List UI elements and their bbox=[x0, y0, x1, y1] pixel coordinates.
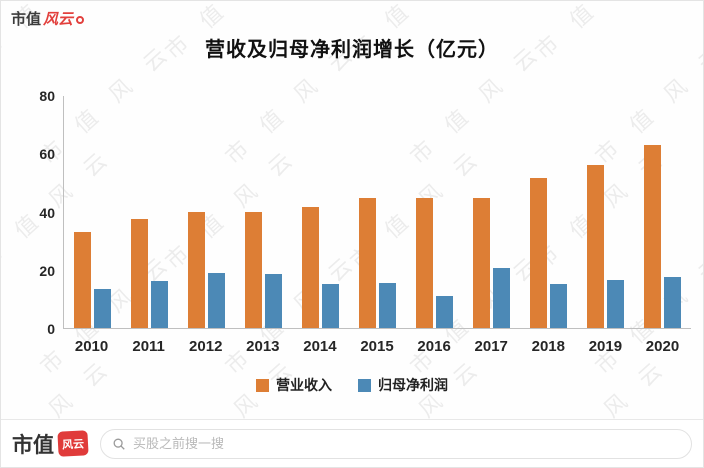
footer-logo-stamp-icon: 风云 bbox=[57, 430, 89, 457]
legend-swatch bbox=[256, 378, 269, 392]
bar-revenue-2019 bbox=[587, 164, 604, 328]
x-axis-label: 2017 bbox=[474, 338, 508, 355]
bar-revenue-2010 bbox=[74, 231, 91, 328]
bar-revenue-2017 bbox=[473, 198, 490, 328]
x-axis-label: 2015 bbox=[360, 338, 394, 355]
bar-revenue-2018 bbox=[530, 178, 547, 328]
x-axis-label: 2020 bbox=[645, 338, 680, 355]
search-input[interactable] bbox=[133, 436, 680, 451]
bar-revenue-2013 bbox=[245, 211, 262, 328]
bar-group-2014 bbox=[292, 96, 349, 328]
bar-group-2017 bbox=[463, 96, 520, 328]
bar-revenue-2016 bbox=[416, 198, 433, 328]
x-axis-label: 2013 bbox=[246, 338, 280, 355]
top-logo: 市值 风云 bbox=[11, 8, 85, 29]
bar-revenue-2011 bbox=[131, 218, 148, 328]
bar-group-2013 bbox=[235, 96, 292, 328]
footer-logo: 市值 风云 bbox=[12, 429, 89, 459]
plot-area bbox=[63, 96, 691, 329]
bar-group-2015 bbox=[349, 96, 406, 328]
y-axis-tick: 40 bbox=[39, 204, 55, 221]
legend-label: 营业收入 bbox=[276, 377, 332, 393]
x-axis-label: 2010 bbox=[74, 338, 109, 355]
y-axis-tick: 0 bbox=[47, 321, 55, 337]
footer-bar: 市值 风云 bbox=[1, 419, 703, 467]
bar-group-2018 bbox=[520, 96, 577, 328]
bar-profit-2016 bbox=[436, 296, 453, 328]
bar-revenue-2020 bbox=[644, 144, 661, 328]
brand-seal-icon bbox=[76, 16, 85, 25]
legend: 营业收入 归母净利润 bbox=[1, 375, 703, 395]
y-axis: 0 20 40 60 80 bbox=[13, 88, 55, 337]
x-axis-label: 2014 bbox=[303, 338, 337, 355]
bar-group-2019 bbox=[577, 96, 634, 328]
bar-profit-2012 bbox=[208, 272, 225, 328]
chart-title: 营收及归母净利润增长（亿元） bbox=[205, 39, 499, 61]
footer-logo-text-dark: 市值 bbox=[12, 433, 54, 457]
bar-profit-2014 bbox=[322, 284, 339, 328]
bar-group-2016 bbox=[406, 96, 463, 328]
legend-item: 营业收入 bbox=[256, 375, 332, 395]
bar-group-2012 bbox=[178, 96, 235, 328]
x-axis-label: 2011 bbox=[132, 338, 165, 355]
bar-group-2010 bbox=[64, 96, 121, 328]
top-logo-text-dark: 市值 bbox=[11, 11, 42, 28]
legend-item: 归母净利润 bbox=[358, 375, 448, 395]
top-logo-text-red: 风云 bbox=[43, 11, 74, 28]
x-axis-label: 2016 bbox=[417, 338, 451, 355]
bar-revenue-2014 bbox=[302, 207, 319, 328]
search-icon bbox=[112, 437, 126, 451]
y-axis-tick: 20 bbox=[39, 262, 55, 279]
bar-profit-2018 bbox=[550, 284, 567, 328]
chart: 营收及归母净利润增长（亿元） 0 20 40 60 80 2010 2011 2012 201… bbox=[1, 1, 703, 419]
footer-stamp-text: 风云 bbox=[61, 437, 85, 452]
bar-revenue-2015 bbox=[359, 198, 376, 328]
bar-revenue-2012 bbox=[188, 211, 205, 328]
legend-label: 归母净利润 bbox=[378, 377, 448, 393]
bar-profit-2017 bbox=[493, 268, 510, 328]
bar-profit-2015 bbox=[379, 282, 396, 328]
search-bar[interactable] bbox=[100, 428, 692, 459]
bar-group-2020 bbox=[634, 96, 691, 328]
bar-profit-2019 bbox=[607, 279, 624, 328]
bar-group-2011 bbox=[121, 96, 178, 328]
bar-profit-2020 bbox=[664, 277, 681, 328]
x-axis-label: 2012 bbox=[189, 338, 223, 355]
legend-swatch bbox=[358, 378, 371, 392]
x-axis: 2010 2011 2012 2013 2014 2015 2016 2017 2018 2019… bbox=[63, 338, 691, 355]
x-axis-label: 2019 bbox=[588, 338, 623, 355]
bar-profit-2011 bbox=[151, 281, 168, 328]
y-axis-tick: 60 bbox=[39, 146, 55, 163]
x-axis-label: 2018 bbox=[531, 338, 565, 355]
bar-profit-2010 bbox=[94, 288, 111, 328]
bar-profit-2013 bbox=[265, 274, 282, 328]
y-axis-tick: 80 bbox=[39, 88, 55, 104]
